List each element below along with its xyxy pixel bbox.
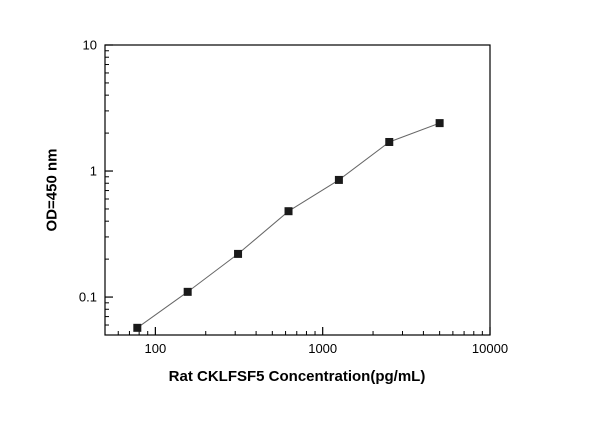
data-point-marker <box>334 175 343 184</box>
major-ticks <box>105 44 491 335</box>
y-tick-label: 1 <box>90 164 97 179</box>
data-point-marker <box>385 137 394 146</box>
x-tick-label: 10000 <box>472 341 508 356</box>
plot-frame <box>104 44 491 336</box>
x-tick-label: 1000 <box>308 341 337 356</box>
series-markers <box>133 119 444 332</box>
y-tick-label: 0.1 <box>79 290 97 305</box>
y-tick-labels: 0.1 1 10 <box>79 38 97 305</box>
data-point-marker <box>133 323 142 332</box>
x-tick-label: 100 <box>145 341 167 356</box>
y-tick-label: 10 <box>83 38 97 53</box>
data-point-marker <box>435 119 444 128</box>
data-point-marker <box>284 207 293 216</box>
data-point-marker <box>234 249 243 258</box>
minor-ticks <box>105 50 483 335</box>
x-axis-title: Rat CKLFSF5 Concentration(pg/mL) <box>168 368 426 385</box>
series-line <box>137 122 440 329</box>
y-axis-title: OD=450 nm <box>43 148 61 232</box>
x-tick-labels: 100 1000 10000 <box>145 341 509 356</box>
data-point-marker <box>183 287 192 296</box>
